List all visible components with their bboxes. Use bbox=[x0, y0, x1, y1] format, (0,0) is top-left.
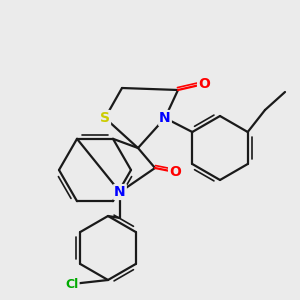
Text: Cl: Cl bbox=[65, 278, 79, 290]
Text: O: O bbox=[198, 77, 210, 91]
Text: N: N bbox=[114, 185, 126, 199]
Text: S: S bbox=[100, 111, 110, 125]
Text: O: O bbox=[169, 165, 181, 179]
Text: N: N bbox=[159, 111, 171, 125]
